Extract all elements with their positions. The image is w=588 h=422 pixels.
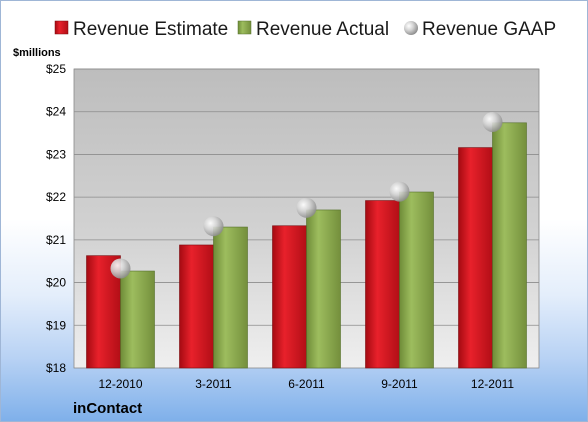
legend-swatch-revenue-estimate	[54, 20, 69, 35]
marker-revenue-gaap	[203, 216, 224, 237]
x-tick-label: 3-2011	[195, 377, 232, 391]
bar-revenue-actual	[213, 226, 248, 369]
x-tick-label: 12-2010	[98, 377, 142, 391]
bar-revenue-actual	[120, 270, 155, 369]
y-axis-unit-label: $millions	[13, 47, 61, 59]
x-tick-label: 6-2011	[288, 377, 325, 391]
x-tick-label: 12-2011	[471, 377, 514, 391]
company-name: inContact	[73, 400, 142, 417]
bar-revenue-actual	[492, 122, 527, 369]
marker-revenue-gaap	[389, 181, 410, 202]
legend: Revenue Estimate Revenue Actual Revenue …	[54, 19, 556, 40]
bar-revenue-actual	[399, 191, 434, 369]
x-tick-label: 9-2011	[381, 377, 418, 391]
legend-label-revenue-actual: Revenue Actual	[256, 19, 389, 40]
bar-revenue-estimate	[365, 200, 400, 369]
bar-revenue-estimate	[179, 244, 214, 369]
legend-swatch-revenue-actual	[237, 20, 252, 35]
y-tick-label: $23	[46, 147, 66, 161]
y-tick-label: $21	[46, 233, 66, 247]
bar-revenue-actual	[306, 209, 341, 369]
y-tick-label: $22	[46, 190, 66, 204]
y-axis-ticks: $18 $19 $20 $21 $22 $23 $24 $25	[46, 62, 66, 375]
marker-revenue-gaap	[110, 258, 131, 279]
y-tick-label: $20	[46, 276, 66, 290]
marker-revenue-gaap	[296, 197, 317, 218]
bar-revenue-estimate	[458, 147, 493, 369]
y-tick-label: $24	[46, 105, 66, 119]
y-tick-label: $19	[46, 318, 66, 332]
x-axis-labels: 12-2010 3-2011 6-2011 9-2011 12-2011	[98, 377, 514, 391]
legend-label-revenue-estimate: Revenue Estimate	[73, 19, 228, 40]
marker-revenue-gaap	[482, 111, 503, 132]
y-tick-label: $25	[46, 62, 66, 76]
y-tick-label: $18	[46, 361, 66, 375]
bar-revenue-estimate	[272, 225, 307, 369]
gaap-markers	[110, 111, 503, 279]
legend-swatch-revenue-gaap	[404, 21, 418, 35]
legend-label-revenue-gaap: Revenue GAAP	[422, 19, 556, 40]
